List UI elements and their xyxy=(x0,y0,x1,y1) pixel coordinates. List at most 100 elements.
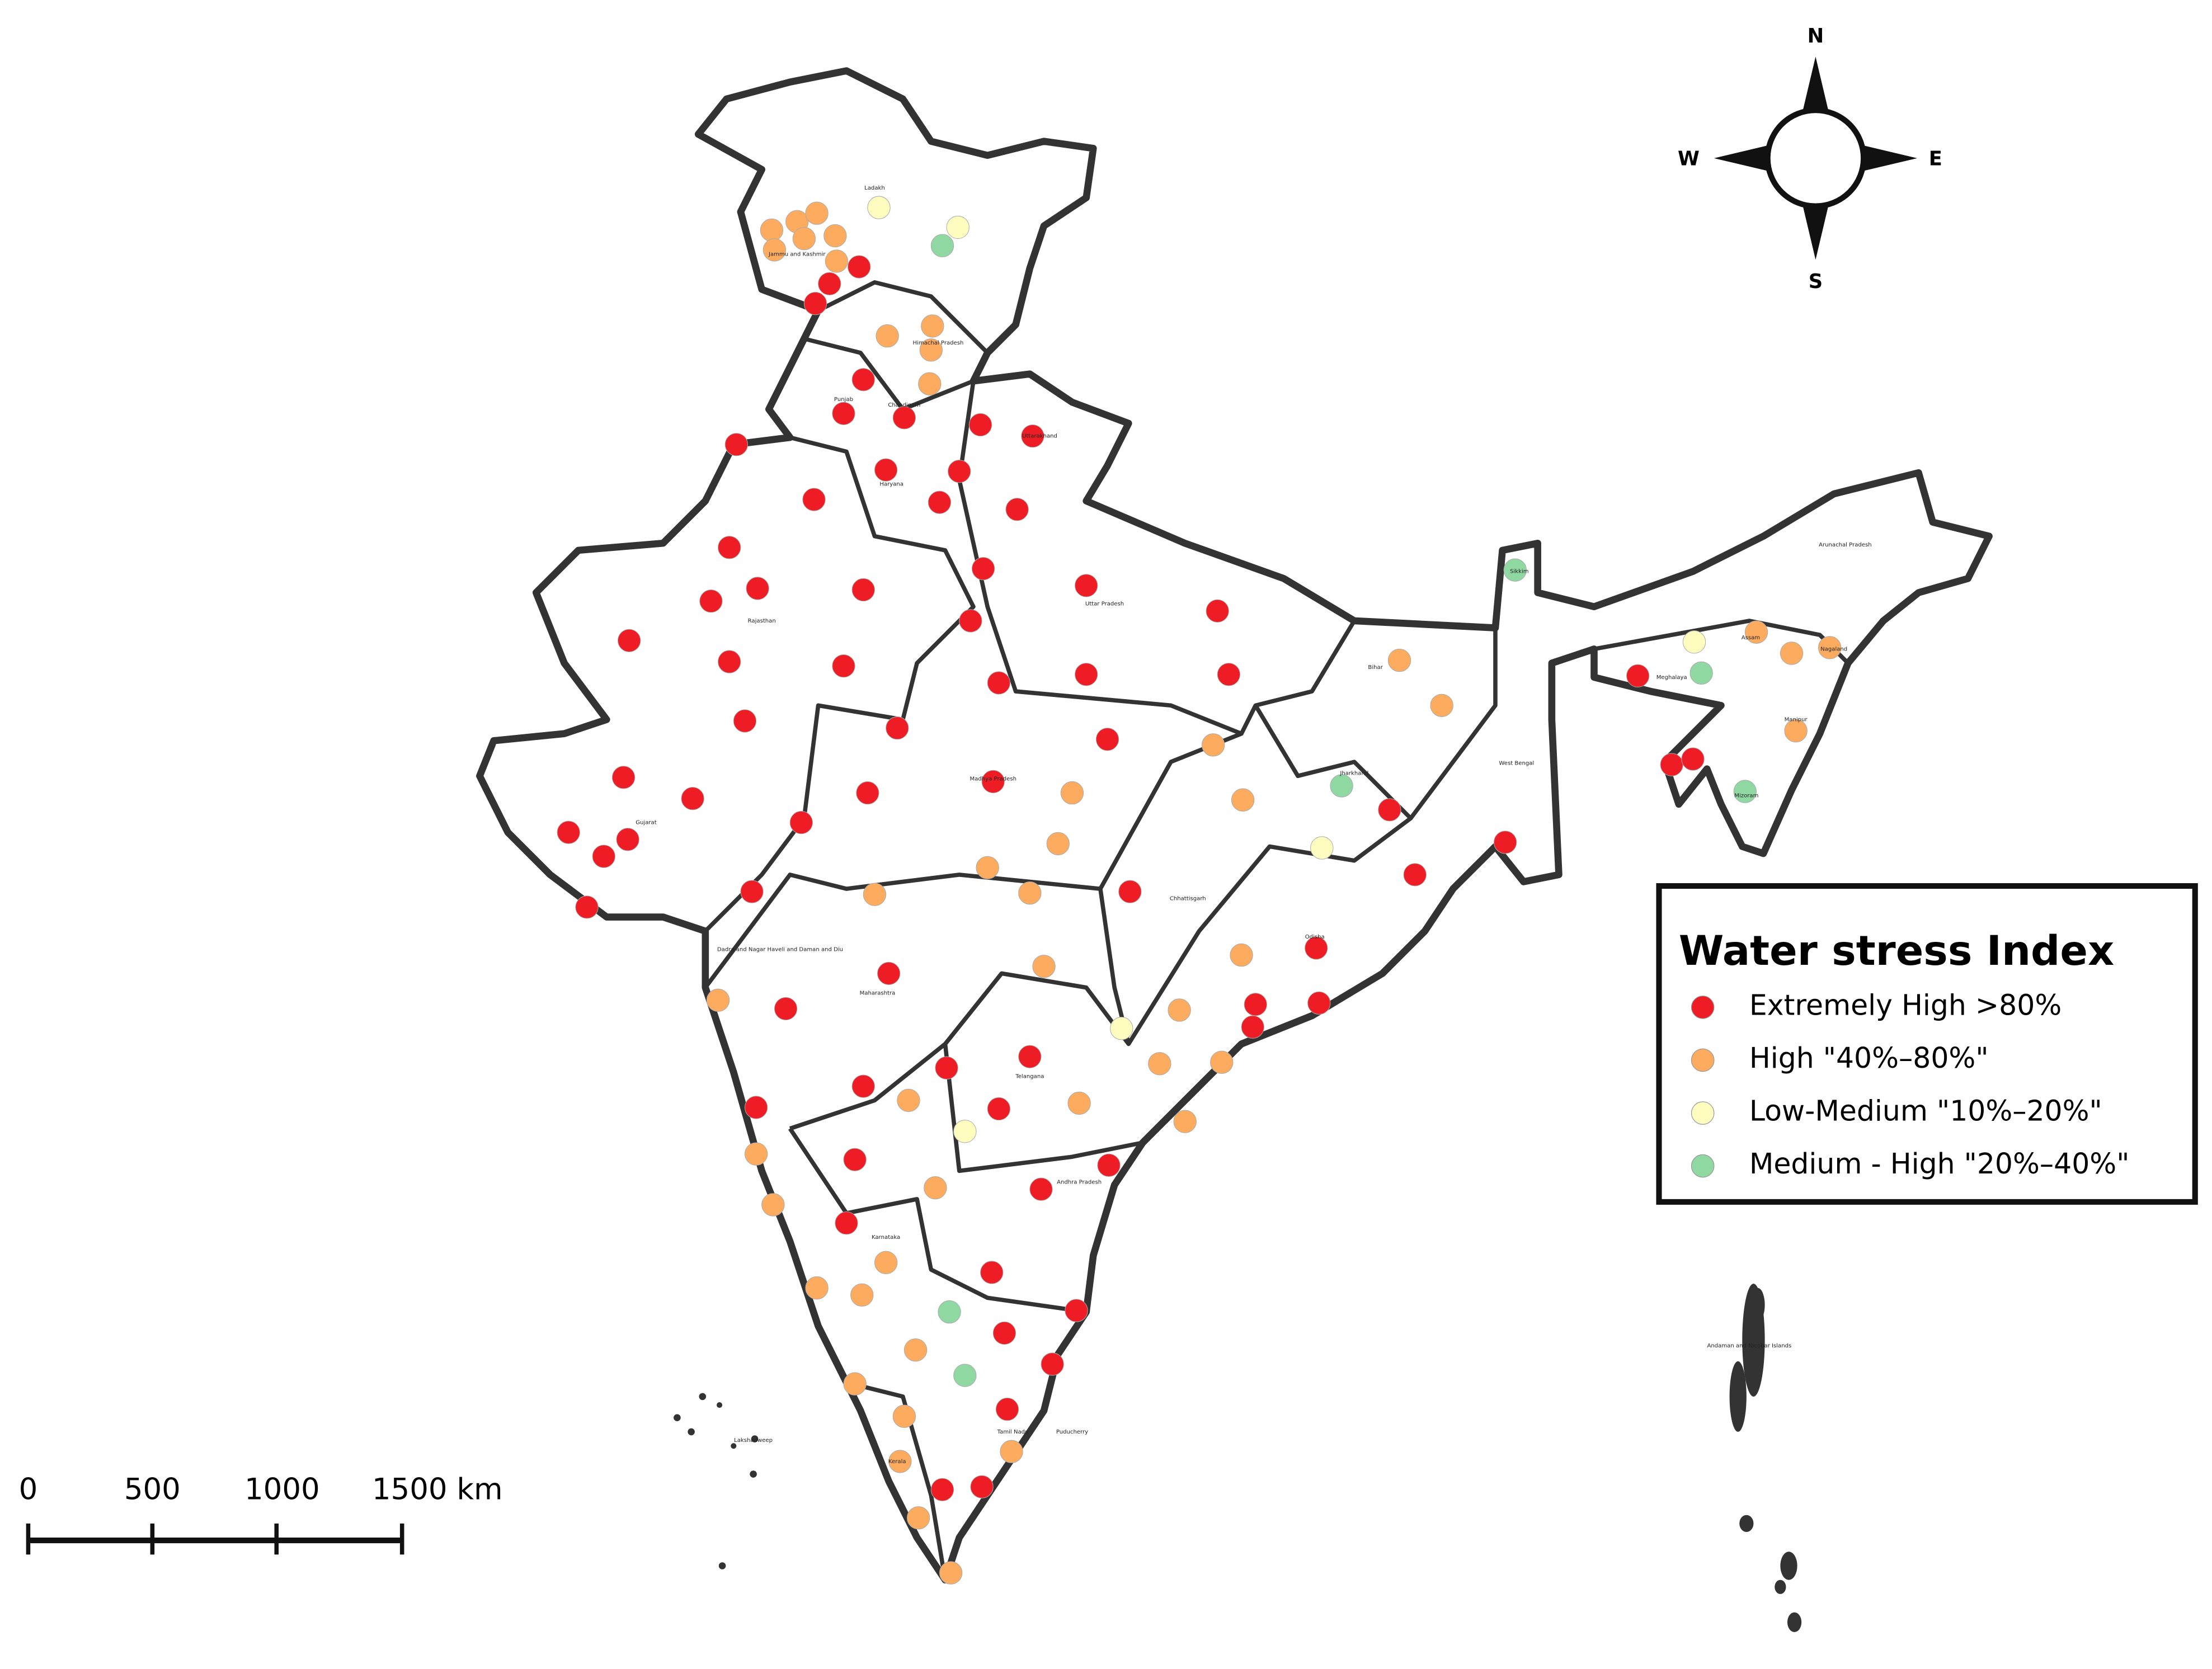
state-label: Puducherry xyxy=(1056,1429,1088,1435)
station-dot xyxy=(1067,1091,1091,1115)
station-dot xyxy=(930,1478,954,1501)
state-label: Maharashtra xyxy=(860,991,896,997)
station-dot xyxy=(557,821,580,844)
state-label: Telangana xyxy=(1015,1073,1044,1079)
station-dot xyxy=(805,201,829,225)
station-dot xyxy=(1065,1299,1088,1322)
station-dot xyxy=(981,770,1005,794)
scale-label: 1000 xyxy=(244,1472,320,1506)
station-dot xyxy=(1818,636,1842,659)
station-dot xyxy=(761,1193,785,1217)
station-dot xyxy=(938,1300,961,1324)
station-dot xyxy=(851,578,875,602)
station-dot xyxy=(848,255,871,279)
station-dot xyxy=(1060,781,1084,805)
state-label: West Bengal xyxy=(1499,761,1534,767)
station-dot xyxy=(1231,788,1255,812)
legend-label: Low-Medium "10%–20%" xyxy=(1749,1095,2102,1128)
station-dot xyxy=(874,1251,898,1275)
station-dot xyxy=(699,589,723,613)
station-dot xyxy=(946,215,969,239)
station-dot xyxy=(825,249,849,273)
station-dot xyxy=(1403,863,1427,887)
state-label: Jammu and Kashmir xyxy=(768,251,826,257)
state-label: Gujarat xyxy=(636,820,656,826)
station-dot xyxy=(802,488,826,511)
state-label: Punjab xyxy=(834,397,853,403)
legend: Water stress Index Extremely High >80% Hi… xyxy=(1656,883,2198,1205)
state-borders xyxy=(703,280,1850,1581)
islands xyxy=(674,1284,1802,1633)
station-dot xyxy=(724,433,748,456)
station-dot xyxy=(1430,694,1453,717)
stations xyxy=(557,196,1842,1585)
state-label: Tamil Nadu xyxy=(997,1429,1029,1435)
station-dot xyxy=(843,1372,867,1395)
station-dot xyxy=(959,609,982,633)
station-dot xyxy=(1110,1017,1133,1040)
country-outline xyxy=(476,67,1993,1584)
station-dot xyxy=(1310,836,1334,860)
state-label: Karnataka xyxy=(872,1234,900,1241)
station-dot xyxy=(1018,881,1042,905)
legend-swatch xyxy=(1691,1154,1715,1178)
station-dot xyxy=(1305,936,1328,960)
station-dot xyxy=(1075,663,1098,686)
station-dot xyxy=(1173,1110,1197,1133)
station-dot xyxy=(823,224,847,248)
legend-swatch xyxy=(1691,996,1715,1019)
station-dot xyxy=(818,272,841,295)
station-dot xyxy=(930,234,954,257)
station-dot xyxy=(897,1088,920,1112)
state-label: Andaman and Nicobar Islands xyxy=(1707,1343,1791,1349)
station-dot xyxy=(971,557,995,581)
state-label: Dadra and Nagar Haveli and Daman and Diu xyxy=(717,947,843,953)
station-dot xyxy=(1330,774,1353,798)
station-dot xyxy=(1493,831,1517,854)
scale-label: 0 xyxy=(19,1472,38,1506)
station-dot xyxy=(575,895,599,919)
state-label: Rajasthan xyxy=(748,618,776,624)
station-dot xyxy=(976,856,999,879)
station-dot xyxy=(970,1475,994,1498)
state-label: Lakshadweep xyxy=(734,1437,773,1444)
station-dot xyxy=(906,1506,930,1530)
station-dot xyxy=(948,459,971,483)
station-dot xyxy=(1744,620,1768,644)
state-label: Nagaland xyxy=(1820,646,1847,652)
station-dot xyxy=(718,536,741,559)
station-dot xyxy=(1387,648,1411,672)
state-labels: Ladakh Jammu and Kashmir Himachal Pradesh P… xyxy=(636,185,1871,1465)
station-dot xyxy=(1032,955,1056,978)
station-dot xyxy=(980,1261,1004,1284)
state-label: Kerala xyxy=(888,1459,906,1465)
state-label: Odisha xyxy=(1305,934,1325,940)
station-dot xyxy=(928,491,952,514)
legend-swatch xyxy=(1691,1101,1715,1125)
station-dot xyxy=(706,988,730,1012)
legend-label: High "40%–80%" xyxy=(1749,1041,1989,1074)
state-label: Jharkhand xyxy=(1339,770,1368,776)
station-dot xyxy=(1118,880,1142,903)
compass: N E S W xyxy=(1678,25,1942,293)
state-label: Bihar xyxy=(1368,664,1383,671)
station-dot xyxy=(592,845,615,868)
state-label: Himachal Pradesh xyxy=(912,340,963,346)
compass-west: W xyxy=(1678,147,1700,170)
state-label: Uttar Pradesh xyxy=(1085,601,1124,607)
state-label: Sikkim xyxy=(1510,569,1529,575)
station-dot xyxy=(939,1561,963,1585)
legend-label: Extremely High >80% xyxy=(1749,988,2062,1021)
station-dot xyxy=(953,1120,977,1143)
scale-bar: 0 500 1000 1500 km xyxy=(19,1472,503,1555)
station-dot xyxy=(718,650,741,673)
state-label: Uttarakhand xyxy=(1022,433,1057,440)
station-dot xyxy=(886,716,909,740)
station-dot xyxy=(1503,558,1527,582)
station-dot xyxy=(953,1364,977,1387)
station-dot xyxy=(919,338,943,362)
station-dot xyxy=(1230,943,1253,967)
station-dot xyxy=(1378,798,1401,822)
station-dot xyxy=(1148,1052,1171,1076)
station-dot xyxy=(987,1097,1011,1121)
